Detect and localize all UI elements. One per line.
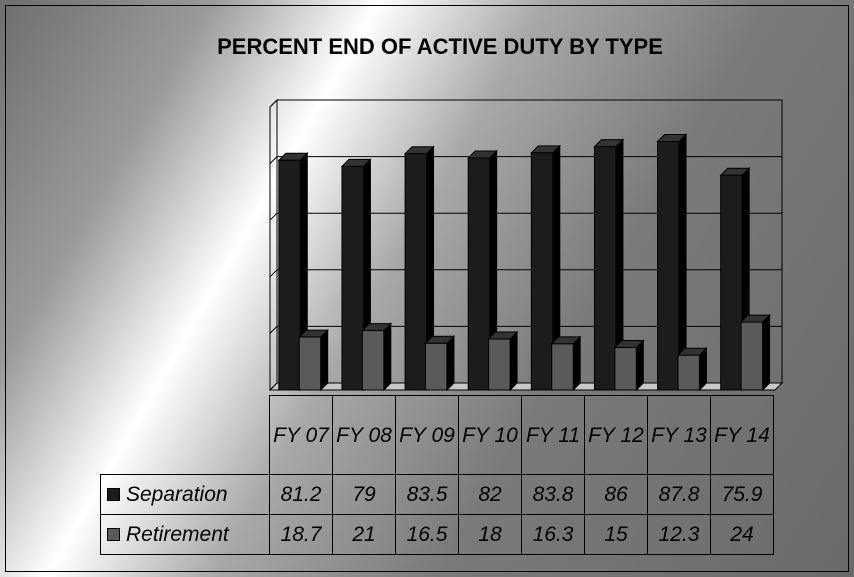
category-row: FY 07 FY 08 FY 09 FY 10 FY 11 FY 12 FY 13 FY 14 xyxy=(101,395,774,475)
bar-side xyxy=(635,339,644,392)
value-cell: 81.2 xyxy=(269,474,333,515)
bar xyxy=(404,153,428,391)
grid-line xyxy=(269,269,278,278)
value-cell: 15 xyxy=(584,514,648,555)
chart-title: PERCENT END OF ACTIVE DUTY BY TYPE xyxy=(217,34,663,59)
bar-side xyxy=(446,335,455,392)
value-cell: 24 xyxy=(710,514,774,555)
bar-side xyxy=(572,335,581,392)
grid-line xyxy=(269,156,278,164)
category-label: FY 13 xyxy=(647,395,711,475)
legend-entry: Separation xyxy=(100,474,270,515)
series-row: Retirement 18.7 21 16.5 18 16.3 15 12.3 24 xyxy=(100,514,774,555)
category-label: FY 11 xyxy=(521,395,585,475)
bar xyxy=(298,336,322,391)
value-cell: 75.9 xyxy=(710,474,774,515)
category-label: FY 10 xyxy=(458,395,522,475)
value-cell: 16.5 xyxy=(395,514,459,555)
bar xyxy=(467,157,491,391)
value-cell: 83.8 xyxy=(521,474,585,515)
grid-line xyxy=(269,212,278,221)
legend-label: Retirement xyxy=(126,522,229,546)
value-cell: 79 xyxy=(332,474,396,515)
legend-label: Separation xyxy=(126,482,228,506)
legend-entry: Retirement xyxy=(100,514,270,555)
bar xyxy=(341,165,364,391)
category-label: FY 14 xyxy=(710,395,774,475)
category-label: FY 07 xyxy=(269,395,333,475)
value-cell: 83.5 xyxy=(395,474,459,515)
category-label: FY 12 xyxy=(584,395,648,475)
category-label: FY 08 xyxy=(332,395,396,475)
bar-side xyxy=(320,328,329,392)
value-cell: 18 xyxy=(458,514,522,555)
grid-line xyxy=(269,99,278,108)
legend-key xyxy=(107,528,120,542)
bar xyxy=(488,338,511,391)
series-row: Separation 81.2 79 83.5 82 83.8 86 87.8 75.9 xyxy=(100,474,774,515)
value-cell: 87.8 xyxy=(647,474,711,515)
grid-line xyxy=(269,382,278,391)
value-cell: 12.3 xyxy=(647,514,711,555)
value-cell: 21 xyxy=(332,514,396,555)
bar xyxy=(740,321,764,391)
bar xyxy=(278,159,301,391)
bar xyxy=(530,152,554,391)
corner xyxy=(101,396,270,475)
bar xyxy=(720,174,743,391)
bar-side xyxy=(762,313,771,392)
bar-side xyxy=(509,330,518,392)
chart-frame xyxy=(5,5,849,572)
grid-line xyxy=(269,326,278,334)
bar xyxy=(657,141,680,391)
bar xyxy=(614,347,637,391)
bar xyxy=(593,146,617,391)
side-wall xyxy=(269,98,278,390)
bar xyxy=(551,343,574,391)
bar-side xyxy=(383,322,392,392)
bar xyxy=(424,342,448,391)
data-table: FY 07 FY 08 FY 09 FY 10 FY 11 FY 12 FY 13 FY 14… xyxy=(100,395,774,555)
category-label: FY 09 xyxy=(395,395,459,475)
value-cell: 86 xyxy=(584,474,648,515)
bar xyxy=(361,330,385,391)
bar xyxy=(677,354,700,391)
legend-key xyxy=(107,488,120,502)
value-cell: 82 xyxy=(458,474,522,515)
value-cell: 18.7 xyxy=(269,514,333,555)
value-cell: 16.3 xyxy=(521,514,585,555)
